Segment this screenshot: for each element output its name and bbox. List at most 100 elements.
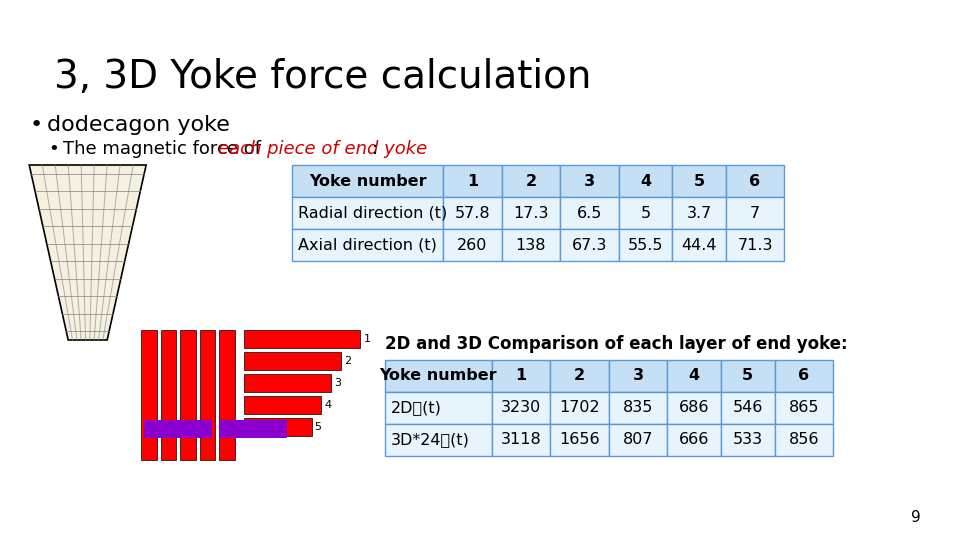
Text: 1702: 1702 (560, 401, 600, 415)
Bar (160, 330, 177, 460)
Text: 3.7: 3.7 (686, 206, 711, 220)
Bar (219, 330, 235, 460)
FancyBboxPatch shape (502, 229, 561, 261)
Text: 1: 1 (364, 334, 371, 344)
Text: Yoke number: Yoke number (309, 173, 426, 188)
Text: 3: 3 (584, 173, 595, 188)
Text: 138: 138 (516, 238, 546, 253)
Text: 3D*24　(t): 3D*24 (t) (391, 433, 469, 448)
Text: 9: 9 (911, 510, 921, 525)
Text: 3: 3 (334, 378, 341, 388)
Text: 666: 666 (679, 433, 709, 448)
FancyBboxPatch shape (667, 360, 721, 392)
Text: 1: 1 (467, 173, 478, 188)
FancyBboxPatch shape (618, 197, 672, 229)
Text: 17.3: 17.3 (514, 206, 549, 220)
FancyBboxPatch shape (667, 424, 721, 456)
Text: 686: 686 (679, 401, 709, 415)
FancyBboxPatch shape (721, 392, 775, 424)
FancyBboxPatch shape (618, 229, 672, 261)
FancyBboxPatch shape (721, 424, 775, 456)
Text: 1656: 1656 (560, 433, 600, 448)
Text: 546: 546 (732, 401, 763, 415)
FancyBboxPatch shape (726, 165, 784, 197)
FancyBboxPatch shape (561, 165, 618, 197)
Text: 5: 5 (742, 368, 754, 383)
Text: •: • (29, 115, 42, 135)
Text: 260: 260 (457, 238, 488, 253)
Text: 5: 5 (315, 422, 322, 432)
Polygon shape (29, 165, 146, 340)
Bar (244, 374, 331, 392)
Bar (180, 330, 196, 460)
FancyBboxPatch shape (609, 424, 667, 456)
Text: 533: 533 (732, 433, 763, 448)
FancyBboxPatch shape (672, 197, 726, 229)
Bar (141, 330, 156, 460)
Text: •: • (49, 140, 60, 158)
FancyBboxPatch shape (444, 165, 502, 197)
FancyBboxPatch shape (492, 360, 550, 392)
FancyBboxPatch shape (444, 197, 502, 229)
Text: 4: 4 (324, 400, 331, 410)
Bar (144, 420, 212, 438)
FancyBboxPatch shape (550, 360, 609, 392)
FancyBboxPatch shape (492, 424, 550, 456)
Text: 835: 835 (623, 401, 654, 415)
FancyBboxPatch shape (609, 360, 667, 392)
Text: 1: 1 (516, 368, 527, 383)
FancyBboxPatch shape (672, 165, 726, 197)
Text: 71.3: 71.3 (737, 238, 773, 253)
FancyBboxPatch shape (726, 197, 784, 229)
FancyBboxPatch shape (726, 229, 784, 261)
Text: 2: 2 (525, 173, 537, 188)
Text: 3230: 3230 (501, 401, 541, 415)
Text: 4: 4 (688, 368, 700, 383)
Text: 856: 856 (788, 433, 819, 448)
Bar (244, 330, 360, 348)
FancyBboxPatch shape (775, 424, 833, 456)
Bar (200, 330, 215, 460)
Bar (244, 352, 341, 370)
Text: 2D and 3D Comparison of each layer of end yoke:: 2D and 3D Comparison of each layer of en… (385, 335, 848, 353)
Text: each piece of end yoke: each piece of end yoke (218, 140, 427, 158)
FancyBboxPatch shape (672, 229, 726, 261)
FancyBboxPatch shape (444, 229, 502, 261)
FancyBboxPatch shape (618, 165, 672, 197)
FancyBboxPatch shape (775, 360, 833, 392)
FancyBboxPatch shape (561, 229, 618, 261)
Text: 2: 2 (344, 356, 351, 366)
FancyBboxPatch shape (385, 392, 492, 424)
Text: 807: 807 (623, 433, 654, 448)
FancyBboxPatch shape (385, 424, 492, 456)
Text: 44.4: 44.4 (682, 238, 717, 253)
FancyBboxPatch shape (292, 229, 444, 261)
FancyBboxPatch shape (292, 197, 444, 229)
Bar (219, 420, 287, 438)
FancyBboxPatch shape (502, 165, 561, 197)
FancyBboxPatch shape (502, 197, 561, 229)
Text: Radial direction (t): Radial direction (t) (299, 206, 447, 220)
Text: 5: 5 (640, 206, 651, 220)
FancyBboxPatch shape (775, 392, 833, 424)
Text: Axial direction (t): Axial direction (t) (299, 238, 437, 253)
Text: 55.5: 55.5 (628, 238, 663, 253)
Bar (244, 418, 312, 436)
Bar (244, 396, 322, 414)
FancyBboxPatch shape (561, 197, 618, 229)
Text: 2: 2 (574, 368, 586, 383)
Text: 57.8: 57.8 (455, 206, 491, 220)
FancyBboxPatch shape (550, 424, 609, 456)
Text: Yoke number: Yoke number (379, 368, 497, 383)
FancyBboxPatch shape (609, 392, 667, 424)
Text: 3118: 3118 (501, 433, 541, 448)
Text: 6.5: 6.5 (577, 206, 602, 220)
FancyBboxPatch shape (492, 392, 550, 424)
FancyBboxPatch shape (667, 392, 721, 424)
Text: The magnetic force of: The magnetic force of (63, 140, 267, 158)
Text: 6: 6 (750, 173, 760, 188)
Text: 5: 5 (693, 173, 705, 188)
FancyBboxPatch shape (292, 165, 444, 197)
FancyBboxPatch shape (550, 392, 609, 424)
Text: 7: 7 (750, 206, 760, 220)
